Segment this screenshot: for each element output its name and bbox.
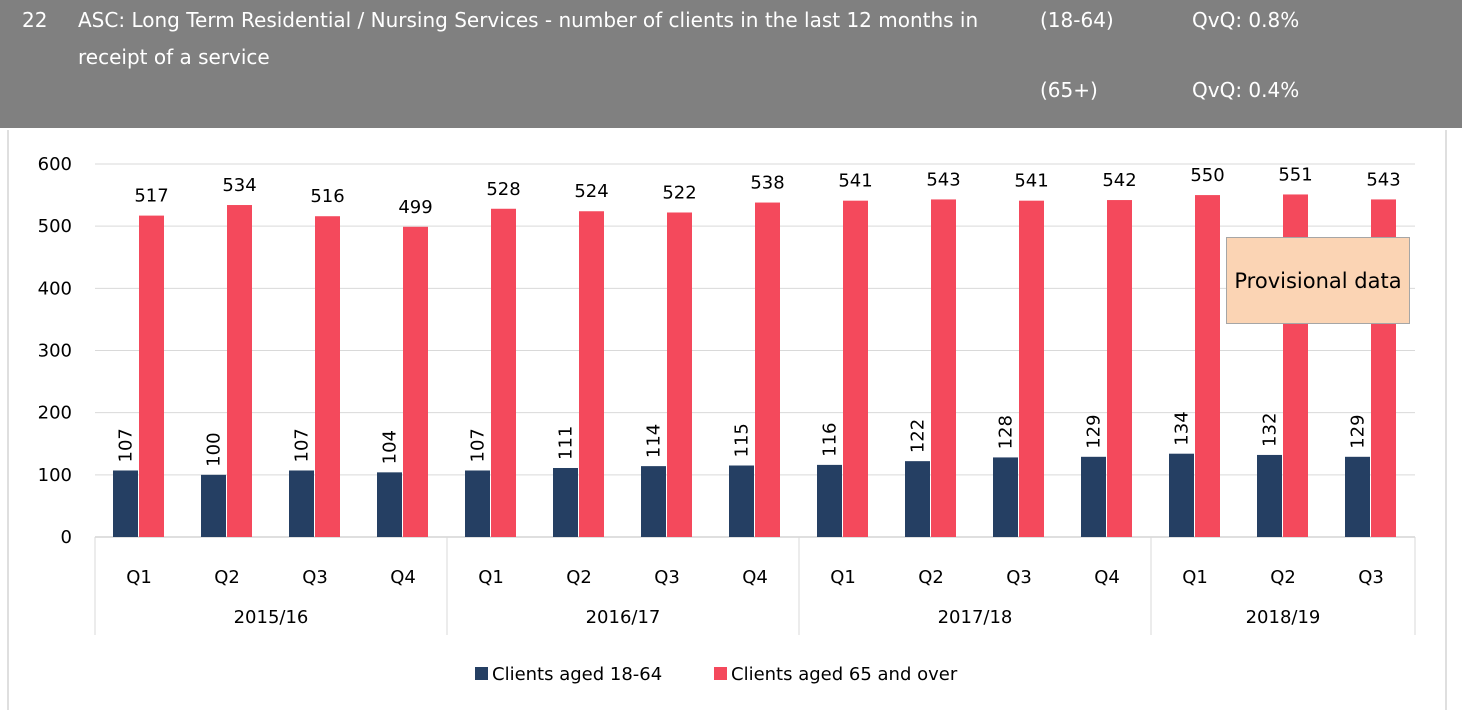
legend-label: Clients aged 18-64 <box>492 664 662 685</box>
data-label: 107 <box>468 428 489 462</box>
bar <box>1195 195 1220 538</box>
bar <box>227 205 252 537</box>
bar <box>667 212 692 538</box>
x-tick-label: Q2 <box>566 567 592 588</box>
data-label: 522 <box>662 182 696 203</box>
x-tick-label: Q3 <box>1358 567 1384 588</box>
x-tick-label: Q2 <box>214 567 240 588</box>
data-label: 516 <box>310 186 344 207</box>
header: 22 ASC: Long Term Residential / Nursing … <box>0 0 1462 128</box>
data-label: 104 <box>380 430 401 464</box>
data-label: 116 <box>820 423 841 457</box>
bar <box>729 465 754 537</box>
bar <box>465 470 490 537</box>
data-label: 132 <box>1260 413 1281 447</box>
x-tick-label: Q3 <box>654 567 680 588</box>
bar <box>843 200 868 537</box>
y-tick-label: 600 <box>38 154 72 175</box>
x-tick-label: Q3 <box>302 567 328 588</box>
data-label: 129 <box>1084 414 1105 448</box>
data-label: 499 <box>398 197 432 218</box>
bar <box>579 211 604 537</box>
x-tick-label: Q1 <box>830 567 856 588</box>
bar <box>1345 456 1370 537</box>
group-label: 2017/18 <box>938 607 1013 628</box>
bar <box>817 464 842 537</box>
header-value: QvQ: 0.4% <box>1192 78 1300 102</box>
y-tick-label: 200 <box>38 403 72 424</box>
bar <box>1081 456 1106 537</box>
data-label: 528 <box>486 179 520 200</box>
bar <box>553 467 578 537</box>
bar <box>755 202 780 537</box>
y-tick-label: 100 <box>38 465 72 486</box>
data-label: 541 <box>1014 171 1048 192</box>
data-label: 524 <box>574 181 608 202</box>
x-tick-label: Q2 <box>918 567 944 588</box>
bar <box>1169 453 1194 537</box>
data-label: 543 <box>1366 169 1400 190</box>
header-label: (18-64) <box>1040 8 1114 32</box>
data-label: 107 <box>292 428 313 462</box>
data-label: 111 <box>556 426 577 460</box>
bar <box>289 470 314 537</box>
x-tick-label: Q1 <box>126 567 152 588</box>
group-label: 2015/16 <box>234 607 309 628</box>
bar <box>1107 200 1132 537</box>
data-label: 107 <box>116 428 137 462</box>
annotation: Provisional data <box>1226 237 1410 324</box>
bar <box>905 461 930 537</box>
data-label: 115 <box>732 423 753 457</box>
data-label: 551 <box>1278 164 1312 185</box>
data-label: 128 <box>996 415 1017 449</box>
bar <box>377 472 402 537</box>
y-tick-label: 300 <box>38 341 72 362</box>
group-label: 2016/17 <box>586 607 661 628</box>
data-label: 550 <box>1190 165 1224 186</box>
data-label: 517 <box>134 186 168 207</box>
y-tick-label: 400 <box>38 278 72 299</box>
x-tick-label: Q1 <box>478 567 504 588</box>
x-tick-label: Q2 <box>1270 567 1296 588</box>
x-tick-label: Q4 <box>742 567 768 588</box>
y-tick-label: 0 <box>61 527 72 548</box>
bar <box>113 470 138 537</box>
x-tick-label: Q4 <box>1094 567 1120 588</box>
header-number: 22 <box>22 8 48 32</box>
x-tick-label: Q4 <box>390 567 416 588</box>
bar <box>315 216 340 537</box>
group-label: 2018/19 <box>1246 607 1321 628</box>
header-label: (65+) <box>1040 78 1098 102</box>
data-label: 122 <box>908 419 929 453</box>
legend-label: Clients aged 65 and over <box>731 664 958 685</box>
bar <box>931 199 956 537</box>
header-value: QvQ: 0.8% <box>1192 8 1300 32</box>
y-tick-label: 500 <box>38 216 72 237</box>
data-label: 134 <box>1172 411 1193 445</box>
x-tick-label: Q3 <box>1006 567 1032 588</box>
legend-swatch <box>714 667 727 680</box>
bar <box>993 457 1018 537</box>
data-label: 542 <box>1102 170 1136 191</box>
x-tick-label: Q1 <box>1182 567 1208 588</box>
bar <box>139 215 164 537</box>
bar <box>641 466 666 537</box>
data-label: 100 <box>204 432 225 466</box>
bar <box>201 474 226 537</box>
bar <box>403 226 428 537</box>
bar <box>1257 454 1282 537</box>
bar <box>491 208 516 537</box>
data-label: 538 <box>750 173 784 194</box>
data-label: 543 <box>926 169 960 190</box>
bar <box>1019 200 1044 537</box>
legend-swatch <box>475 667 488 680</box>
data-label: 129 <box>1348 414 1369 448</box>
data-label: 114 <box>644 424 665 458</box>
data-label: 541 <box>838 171 872 192</box>
data-label: 534 <box>222 175 256 196</box>
header-title: ASC: Long Term Residential / Nursing Ser… <box>78 8 979 69</box>
